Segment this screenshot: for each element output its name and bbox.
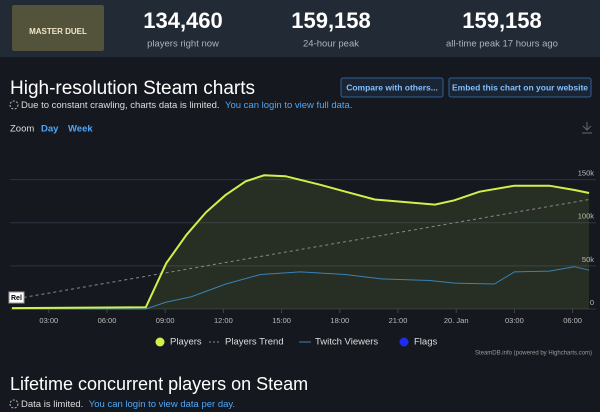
legend-label[interactable]: Twitch Viewers bbox=[315, 337, 378, 348]
lifetime-notice-link[interactable]: You can login to view data per day. bbox=[89, 399, 235, 410]
embed-button-label[interactable]: Embed this chart on your website bbox=[452, 82, 588, 92]
credits: SteamDB.info (powered by Highcharts.com) bbox=[475, 351, 592, 357]
compare-button[interactable] bbox=[340, 77, 444, 98]
game-logo: MASTER DUEL bbox=[29, 27, 87, 36]
embed-button[interactable] bbox=[448, 77, 592, 98]
zoom-week[interactable]: Week bbox=[68, 124, 93, 135]
x-tick-label: 18:00 bbox=[330, 316, 349, 325]
stat-label: 24-hour peak bbox=[303, 39, 359, 50]
notice-text: Due to constant crawling, charts data is… bbox=[21, 100, 220, 111]
legend-label[interactable]: Players Trend bbox=[225, 337, 284, 348]
lifetime-notice-icon bbox=[9, 399, 19, 409]
stat-value: 134,460 bbox=[143, 8, 223, 33]
stat-label: all-time peak 17 hours ago bbox=[446, 39, 558, 50]
lifetime-notice: Data is limited. You can login to view d… bbox=[21, 399, 235, 410]
zoom-label: Zoom bbox=[10, 124, 34, 135]
notice: Due to constant crawling, charts data is… bbox=[21, 100, 352, 111]
lifetime-title: Lifetime concurrent players on Steam bbox=[10, 374, 308, 394]
zoom-day[interactable]: Day bbox=[41, 124, 59, 135]
y-tick-label: 50k bbox=[582, 255, 594, 264]
x-tick-label: 06:00 bbox=[563, 316, 582, 325]
notice-icon bbox=[9, 100, 19, 110]
compare-button-label[interactable]: Compare with others... bbox=[346, 82, 438, 92]
y-tick-label: 0 bbox=[590, 298, 594, 307]
legend-symbol bbox=[399, 337, 409, 347]
legend-label[interactable]: Flags bbox=[414, 337, 437, 348]
notice-link[interactable]: You can login to view full data. bbox=[225, 100, 352, 111]
legend-symbol bbox=[155, 337, 165, 347]
y-tick-label: 150k bbox=[578, 169, 595, 178]
x-tick-label: 21:00 bbox=[389, 316, 408, 325]
stat-value: 159,158 bbox=[462, 8, 542, 33]
stat-value: 159,158 bbox=[291, 8, 371, 33]
download-icon[interactable] bbox=[582, 122, 592, 134]
x-tick-label: 06:00 bbox=[98, 316, 117, 325]
x-tick-label: 15:00 bbox=[272, 316, 291, 325]
section-title: High-resolution Steam charts bbox=[10, 78, 255, 99]
x-tick-label: 09:00 bbox=[156, 316, 175, 325]
area bbox=[11, 175, 590, 309]
flag-label: Rel bbox=[11, 295, 22, 302]
flag-box bbox=[8, 291, 25, 304]
series-line bbox=[11, 174, 590, 310]
x-tick-label: 03:00 bbox=[505, 316, 524, 325]
y-tick-label: 100k bbox=[578, 212, 595, 221]
series-line bbox=[11, 266, 590, 310]
stat-label: players right now bbox=[147, 39, 219, 50]
x-tick-label: 03:00 bbox=[39, 316, 58, 325]
lifetime-notice-text: Data is limited. bbox=[21, 399, 83, 410]
x-tick-label: 20. Jan bbox=[444, 316, 469, 325]
thumbnail-shade bbox=[12, 5, 104, 51]
x-tick-label: 12:00 bbox=[214, 316, 233, 325]
legend-label[interactable]: Players bbox=[170, 337, 202, 348]
series-line bbox=[11, 199, 590, 300]
